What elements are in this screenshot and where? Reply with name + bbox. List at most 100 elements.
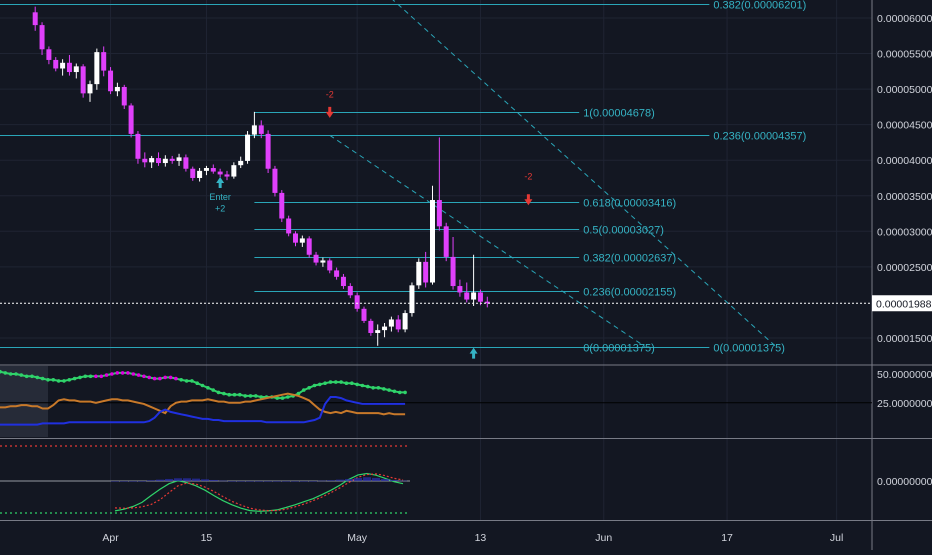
indicator-1-dot	[0, 369, 2, 374]
time-tick-label: 15	[201, 532, 213, 544]
fib-level-label: 0.382(0.00002637)	[583, 253, 676, 265]
indicator-1-dot	[392, 389, 397, 394]
indicator-1-dot	[142, 374, 146, 379]
indicator-1-dot	[30, 374, 34, 379]
trendline	[329, 134, 646, 347]
candle-body	[471, 292, 477, 300]
indicator-1-dot	[344, 381, 349, 386]
indicator-1-dot	[227, 392, 231, 397]
histogram-bar	[381, 478, 389, 481]
candle-body	[375, 330, 381, 333]
indicator-1-dot	[312, 383, 317, 388]
indicator-1-dot	[216, 390, 221, 395]
indicator-2-series-red	[114, 473, 404, 512]
histogram-bar	[165, 478, 173, 481]
histogram-bar	[120, 481, 128, 482]
candle-body	[484, 301, 490, 304]
indicator-1-dot	[40, 376, 45, 381]
indicator-1-dot	[115, 371, 120, 375]
histogram-bar	[183, 478, 191, 481]
candle-body	[128, 105, 134, 134]
candle-body	[135, 133, 141, 159]
histogram-bar	[111, 481, 119, 482]
candle-body	[94, 52, 100, 85]
candle-body	[306, 238, 312, 255]
indicator-1-dot	[190, 379, 194, 383]
histogram-bar	[201, 479, 209, 481]
candle-body	[32, 12, 38, 26]
indicator-1-dot	[184, 379, 189, 383]
indicator-1-dot	[232, 392, 237, 397]
candle-body	[402, 313, 408, 330]
indicator-1-series-blue	[0, 396, 406, 426]
candle-body	[60, 62, 66, 69]
last-price-tag	[872, 295, 932, 312]
fib-level-label: 0.618(0.00003416)	[583, 198, 676, 210]
indicator-1-dot	[334, 380, 338, 384]
indicator-1-dot	[19, 373, 24, 377]
price-tick-label: 0.00002500	[877, 262, 932, 274]
histogram-bar	[291, 481, 299, 482]
indicator-1-tick-label: 25.00000000	[877, 398, 932, 410]
indicator-1-dot	[296, 391, 301, 396]
histogram-bar	[309, 481, 317, 482]
indicator-1-dot	[131, 372, 136, 376]
fib-level-label: 0.382(0.00006201)	[713, 0, 806, 12]
indicator-1-dot	[360, 383, 365, 388]
fib-level-label: 0(0.00001375)	[583, 343, 655, 355]
indicator-1-dot	[350, 381, 354, 386]
candle-body	[395, 319, 401, 330]
fib-level-label: 0.236(0.00002155)	[583, 287, 676, 299]
candle-body	[121, 86, 127, 106]
candle-body	[272, 168, 278, 193]
arrow-up-icon	[216, 176, 225, 188]
fib-level-label: 1(0.00004678)	[583, 108, 655, 120]
indicator-1-dot	[339, 380, 343, 384]
indicator-1-dot	[72, 376, 77, 381]
price-tick-label: 0.00001500	[877, 333, 932, 345]
candle-body	[176, 157, 182, 161]
candle-body	[443, 226, 449, 257]
candle-body	[293, 233, 298, 243]
indicator-1-dot	[163, 375, 167, 380]
fib-level-label: 0.5(0.00003027)	[583, 225, 664, 237]
candle-body	[382, 326, 388, 331]
time-tick-label: Apr	[102, 532, 119, 544]
indicator-1-dot	[62, 379, 66, 383]
candle-body	[231, 165, 237, 177]
indicator-1-dot	[398, 390, 402, 395]
histogram-bar	[219, 480, 227, 482]
indicator-1-dot	[206, 386, 210, 390]
arrow-down-icon	[325, 106, 334, 118]
indicator-1-dot	[382, 387, 386, 391]
fib-level-label: 0(0.00001375)	[713, 343, 785, 355]
candle-body	[197, 170, 203, 178]
indicator-1-dot	[195, 381, 199, 386]
indicator-1-dot	[152, 376, 157, 381]
indicator-1-dot	[147, 375, 151, 380]
candle-body	[354, 295, 360, 309]
indicator-1-dot	[56, 379, 61, 383]
histogram-bar	[129, 481, 137, 482]
price-tick-label: 0.00003500	[877, 191, 932, 203]
indicator-1-dot	[24, 374, 29, 379]
candle-body	[327, 260, 333, 271]
candle-body	[279, 192, 285, 219]
price-tick-label: 0.00005000	[877, 84, 932, 96]
signal-annotation: -2	[524, 171, 532, 181]
histogram-bar	[174, 478, 182, 481]
histogram-bar	[156, 479, 164, 481]
indicator-1-dot	[328, 380, 333, 384]
signal-annotation: Enter	[209, 192, 231, 202]
candle-body	[286, 218, 292, 234]
candle-body	[388, 319, 394, 327]
candle-body	[361, 308, 367, 321]
candle-body	[245, 134, 251, 161]
candle-body	[423, 261, 429, 283]
indicator-1-dot	[259, 395, 264, 399]
price-tick-label: 0.00006000	[877, 13, 932, 25]
indicator-1-dot	[302, 388, 306, 392]
time-tick-label: Jul	[830, 532, 843, 544]
